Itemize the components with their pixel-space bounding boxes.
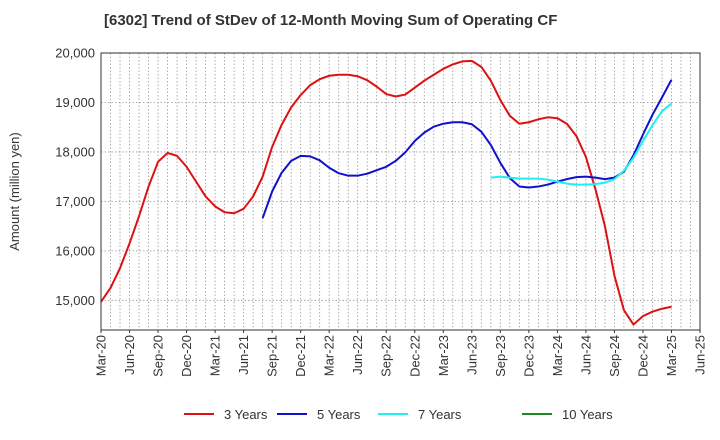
series-line-1: [100, 59, 672, 326]
x-tick-label: Dec-22: [407, 335, 422, 377]
series-line-3: [490, 102, 673, 186]
legend-label: 5 Years: [317, 407, 361, 422]
x-tick-label: Mar-22: [322, 335, 337, 376]
x-tick-label: Jun-23: [464, 335, 479, 375]
x-tick-label: Sep-23: [493, 335, 508, 377]
x-tick-label: Sep-21: [265, 335, 280, 377]
x-tick-label: Mar-21: [208, 335, 223, 376]
y-axis-title: Amount (million yen): [7, 132, 22, 251]
legend-label: 3 Years: [224, 407, 268, 422]
y-tick-label: 18,000: [55, 144, 95, 159]
x-tick-label: Mar-23: [436, 335, 451, 376]
x-axis: Mar-20 Jun-20 Sep-20 Dec-20 Mar-21 Jun-21 Sep-…: [94, 330, 708, 377]
x-tick-label: Sep-24: [607, 335, 622, 377]
y-tick-label: 15,000: [55, 293, 95, 308]
x-tick-label: Dec-23: [521, 335, 536, 377]
x-tick-label: Mar-20: [94, 335, 109, 376]
series-layer: [100, 59, 673, 326]
x-tick-label: Sep-20: [151, 335, 166, 377]
x-tick-label: Jun-25: [693, 335, 708, 375]
legend-label: 10 Years: [562, 407, 613, 422]
plot-border: [100, 52, 701, 331]
legend-label: 7 Years: [418, 407, 462, 422]
x-tick-label: Mar-25: [664, 335, 679, 376]
x-tick-label: Dec-21: [293, 335, 308, 377]
y-axis: 15,000 16,000 17,000 18,000 19,000 20,000: [55, 46, 95, 308]
y-tick-label: 20,000: [55, 46, 95, 61]
x-tick-label: Jun-21: [236, 335, 251, 375]
x-tick-label: Dec-20: [179, 335, 194, 377]
chart-title: [6302] Trend of StDev of 12-Month Moving…: [104, 12, 558, 29]
x-tick-label: Sep-22: [379, 335, 394, 377]
grid: [101, 52, 700, 330]
y-tick-label: 16,000: [55, 243, 95, 258]
x-tick-label: Jun-24: [578, 335, 593, 375]
x-tick-label: Jun-22: [350, 335, 365, 375]
x-tick-label: Jun-20: [122, 335, 137, 375]
x-tick-label: Mar-24: [550, 335, 565, 376]
legend: 3 Years 5 Years 7 Years 10 Years: [184, 407, 613, 422]
series-line-2: [261, 79, 673, 219]
y-tick-label: 19,000: [55, 95, 95, 110]
y-tick-label: 17,000: [55, 194, 95, 209]
x-tick-label: Dec-24: [635, 335, 650, 377]
